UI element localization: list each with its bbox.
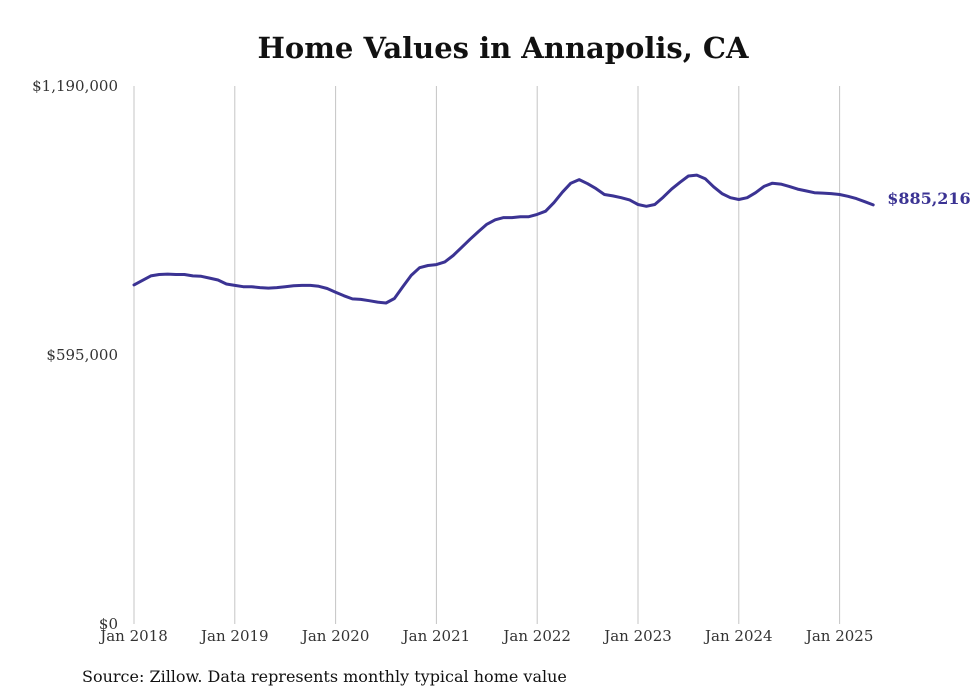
x-tick-label: Jan 2024: [703, 627, 773, 645]
y-tick-label: $595,000: [46, 346, 118, 364]
end-value-label: $885,216: [887, 189, 971, 208]
x-tick-label: Jan 2025: [804, 627, 874, 645]
x-tick-label: Jan 2018: [98, 627, 168, 645]
x-axis: Jan 2018 Jan 2019 Jan 2020 Jan 2021 Jan 2022…: [98, 627, 873, 645]
x-tick-label: Jan 2023: [602, 627, 672, 645]
x-tick-label: Jan 2020: [300, 627, 370, 645]
home-value-line: [132, 173, 875, 305]
x-tick-label: Jan 2022: [501, 627, 571, 645]
source-note: Source: Zillow. Data represents monthly …: [82, 667, 567, 686]
y-axis: $0 $595,000 $1,190,000: [32, 77, 118, 633]
x-tick-label: Jan 2021: [401, 627, 471, 645]
chart-title: Home Values in Annapolis, CA: [258, 31, 749, 65]
x-tick-label: Jan 2019: [199, 627, 269, 645]
y-tick-label: $1,190,000: [32, 77, 118, 95]
y-tick-label: $0: [99, 615, 118, 633]
grid-lines: [133, 86, 841, 624]
